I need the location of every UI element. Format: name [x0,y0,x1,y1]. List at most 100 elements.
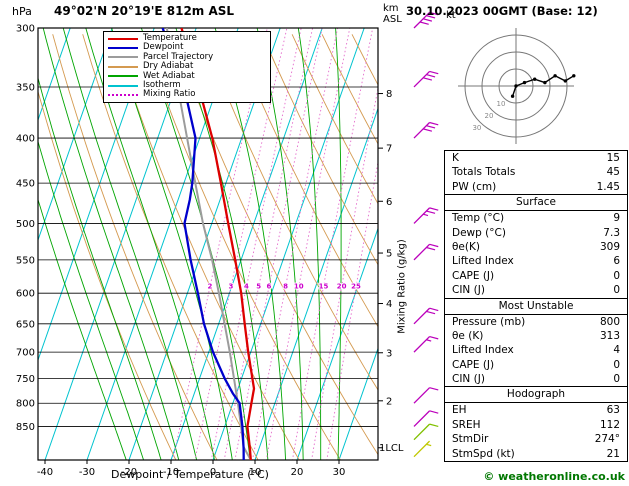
stats-label: CIN (J) [452,373,485,386]
stats-label: Lifted Index [452,255,514,268]
altitude-unit-asl: ASL [383,14,402,25]
svg-text:8: 8 [283,283,288,291]
hodograph-unit-label: kt [446,10,456,21]
svg-text:4: 4 [244,283,249,291]
stats-label: Lifted Index [452,344,514,357]
stats-row: Pressure (mb) 800 [445,315,627,329]
svg-text:30: 30 [333,467,346,478]
copyright: © weatheronline.co.uk [483,470,625,483]
legend-swatch [108,94,138,97]
wind-barbs [413,11,439,458]
stats-row: Temp (°C) 9 [445,211,627,225]
svg-text:7: 7 [386,144,392,155]
svg-text:5: 5 [386,249,392,260]
altitude-axis-unit: km ASL [383,3,402,25]
stats-row: K 15 [445,151,627,165]
legend-item: Temperature [108,33,266,43]
sounding-curves [161,28,256,460]
legend-swatch [108,37,138,40]
stats-panel: K 15 Totals Totals 45 PW (cm) 1.45 Surface Temp… [444,150,628,463]
svg-text:25: 25 [351,283,361,291]
stats-value: 21 [606,447,620,460]
svg-text:550: 550 [16,255,35,266]
svg-text:700: 700 [16,348,35,359]
hodograph-ring [498,68,534,104]
hodograph-trace-point [514,84,518,88]
stats-row: Lifted Index 4 [445,343,627,357]
svg-text:5: 5 [256,283,261,291]
stats-value: 800 [599,315,620,328]
legend-swatch [108,75,138,78]
temperature-curve [180,28,256,460]
stats-row: CAPE (J) 0 [445,269,627,283]
legend-item: Dry Adiabat [108,61,266,72]
svg-text:650: 650 [16,319,35,330]
svg-text:2: 2 [386,396,392,407]
stats-value: 0 [613,269,620,282]
svg-text:2: 2 [208,283,213,291]
svg-text:350: 350 [16,82,35,93]
stats-label: Temp (°C) [452,212,505,225]
legend-label: Mixing Ratio [143,89,196,100]
stats-value: 45 [606,166,620,179]
svg-text:450: 450 [16,179,35,190]
legend-item: Isotherm [108,80,266,90]
legend-item: Parcel Trajectory [108,51,266,62]
legend-swatch [108,84,138,87]
stats-value: 6 [613,255,620,268]
svg-text:20: 20 [291,467,304,478]
svg-text:0: 0 [210,467,216,478]
stats-value: 112 [599,418,620,431]
stats-value: 1.45 [596,180,620,193]
stats-label: CIN (J) [452,284,485,297]
stats-label: Pressure (mb) [452,315,526,328]
svg-text:8: 8 [386,89,392,100]
svg-text:3: 3 [386,348,392,359]
svg-text:30: 30 [472,124,481,132]
hodograph-trace-point [522,80,527,85]
legend-label: Parcel Trajectory [143,51,214,62]
stats-row: CAPE (J) 0 [445,358,627,372]
stats-label: θe(K) [452,240,480,253]
stats-label: SREH [452,418,481,431]
stats-row: CIN (J) 0 [445,372,627,386]
stats-row: EH 63 [445,403,627,417]
stats-row: Lifted Index 6 [445,254,627,268]
mixing-ratio-labels: 2 3 4 5 6 8 10 15 20 25 [207,282,362,292]
stats-value: 313 [599,329,620,342]
legend-item: Mixing Ratio [108,89,266,100]
altitude-ticks: 8 7 6 5 4 3 2 [378,89,392,449]
svg-text:400: 400 [16,134,35,145]
stats-label: Totals Totals [452,166,516,179]
svg-text:-20: -20 [121,467,137,478]
svg-text:20: 20 [337,283,347,291]
legend-label: Wet Adiabat [143,70,195,81]
svg-text:-40: -40 [37,467,53,478]
hodograph-ring [481,51,551,121]
pressure-axis-unit: hPa [12,5,32,18]
svg-text:6: 6 [267,283,272,291]
stats-section-title: Hodograph [445,386,627,404]
stats-row: CIN (J) 0 [445,283,627,297]
svg-text:10: 10 [497,100,506,108]
dewpoint-curve [161,28,245,460]
legend-label: Temperature [143,33,197,43]
hodograph-trace-point [510,94,515,98]
stats-row: θe(K) 309 [445,240,627,254]
stats-label: θe (K) [452,329,484,342]
stats-label: PW (cm) [452,180,497,193]
mixing-ratio-axis-label: Mixing Ratio (g/kg) [396,239,408,334]
svg-text:300: 300 [16,24,35,35]
hodograph-trace-point [572,74,576,78]
axis-tick-labels: 300350400450500550600650700750800850-40-… [16,24,345,479]
legend-swatch [108,56,138,59]
legend-label: Dry Adiabat [143,61,194,72]
hodograph-trace-point [553,74,557,78]
svg-text:850: 850 [16,422,35,433]
legend-item: Wet Adiabat [108,70,266,81]
stats-label: StmDir [452,433,489,446]
stats-row: SREH 112 [445,418,627,432]
legend-label: Dewpoint [143,42,184,53]
